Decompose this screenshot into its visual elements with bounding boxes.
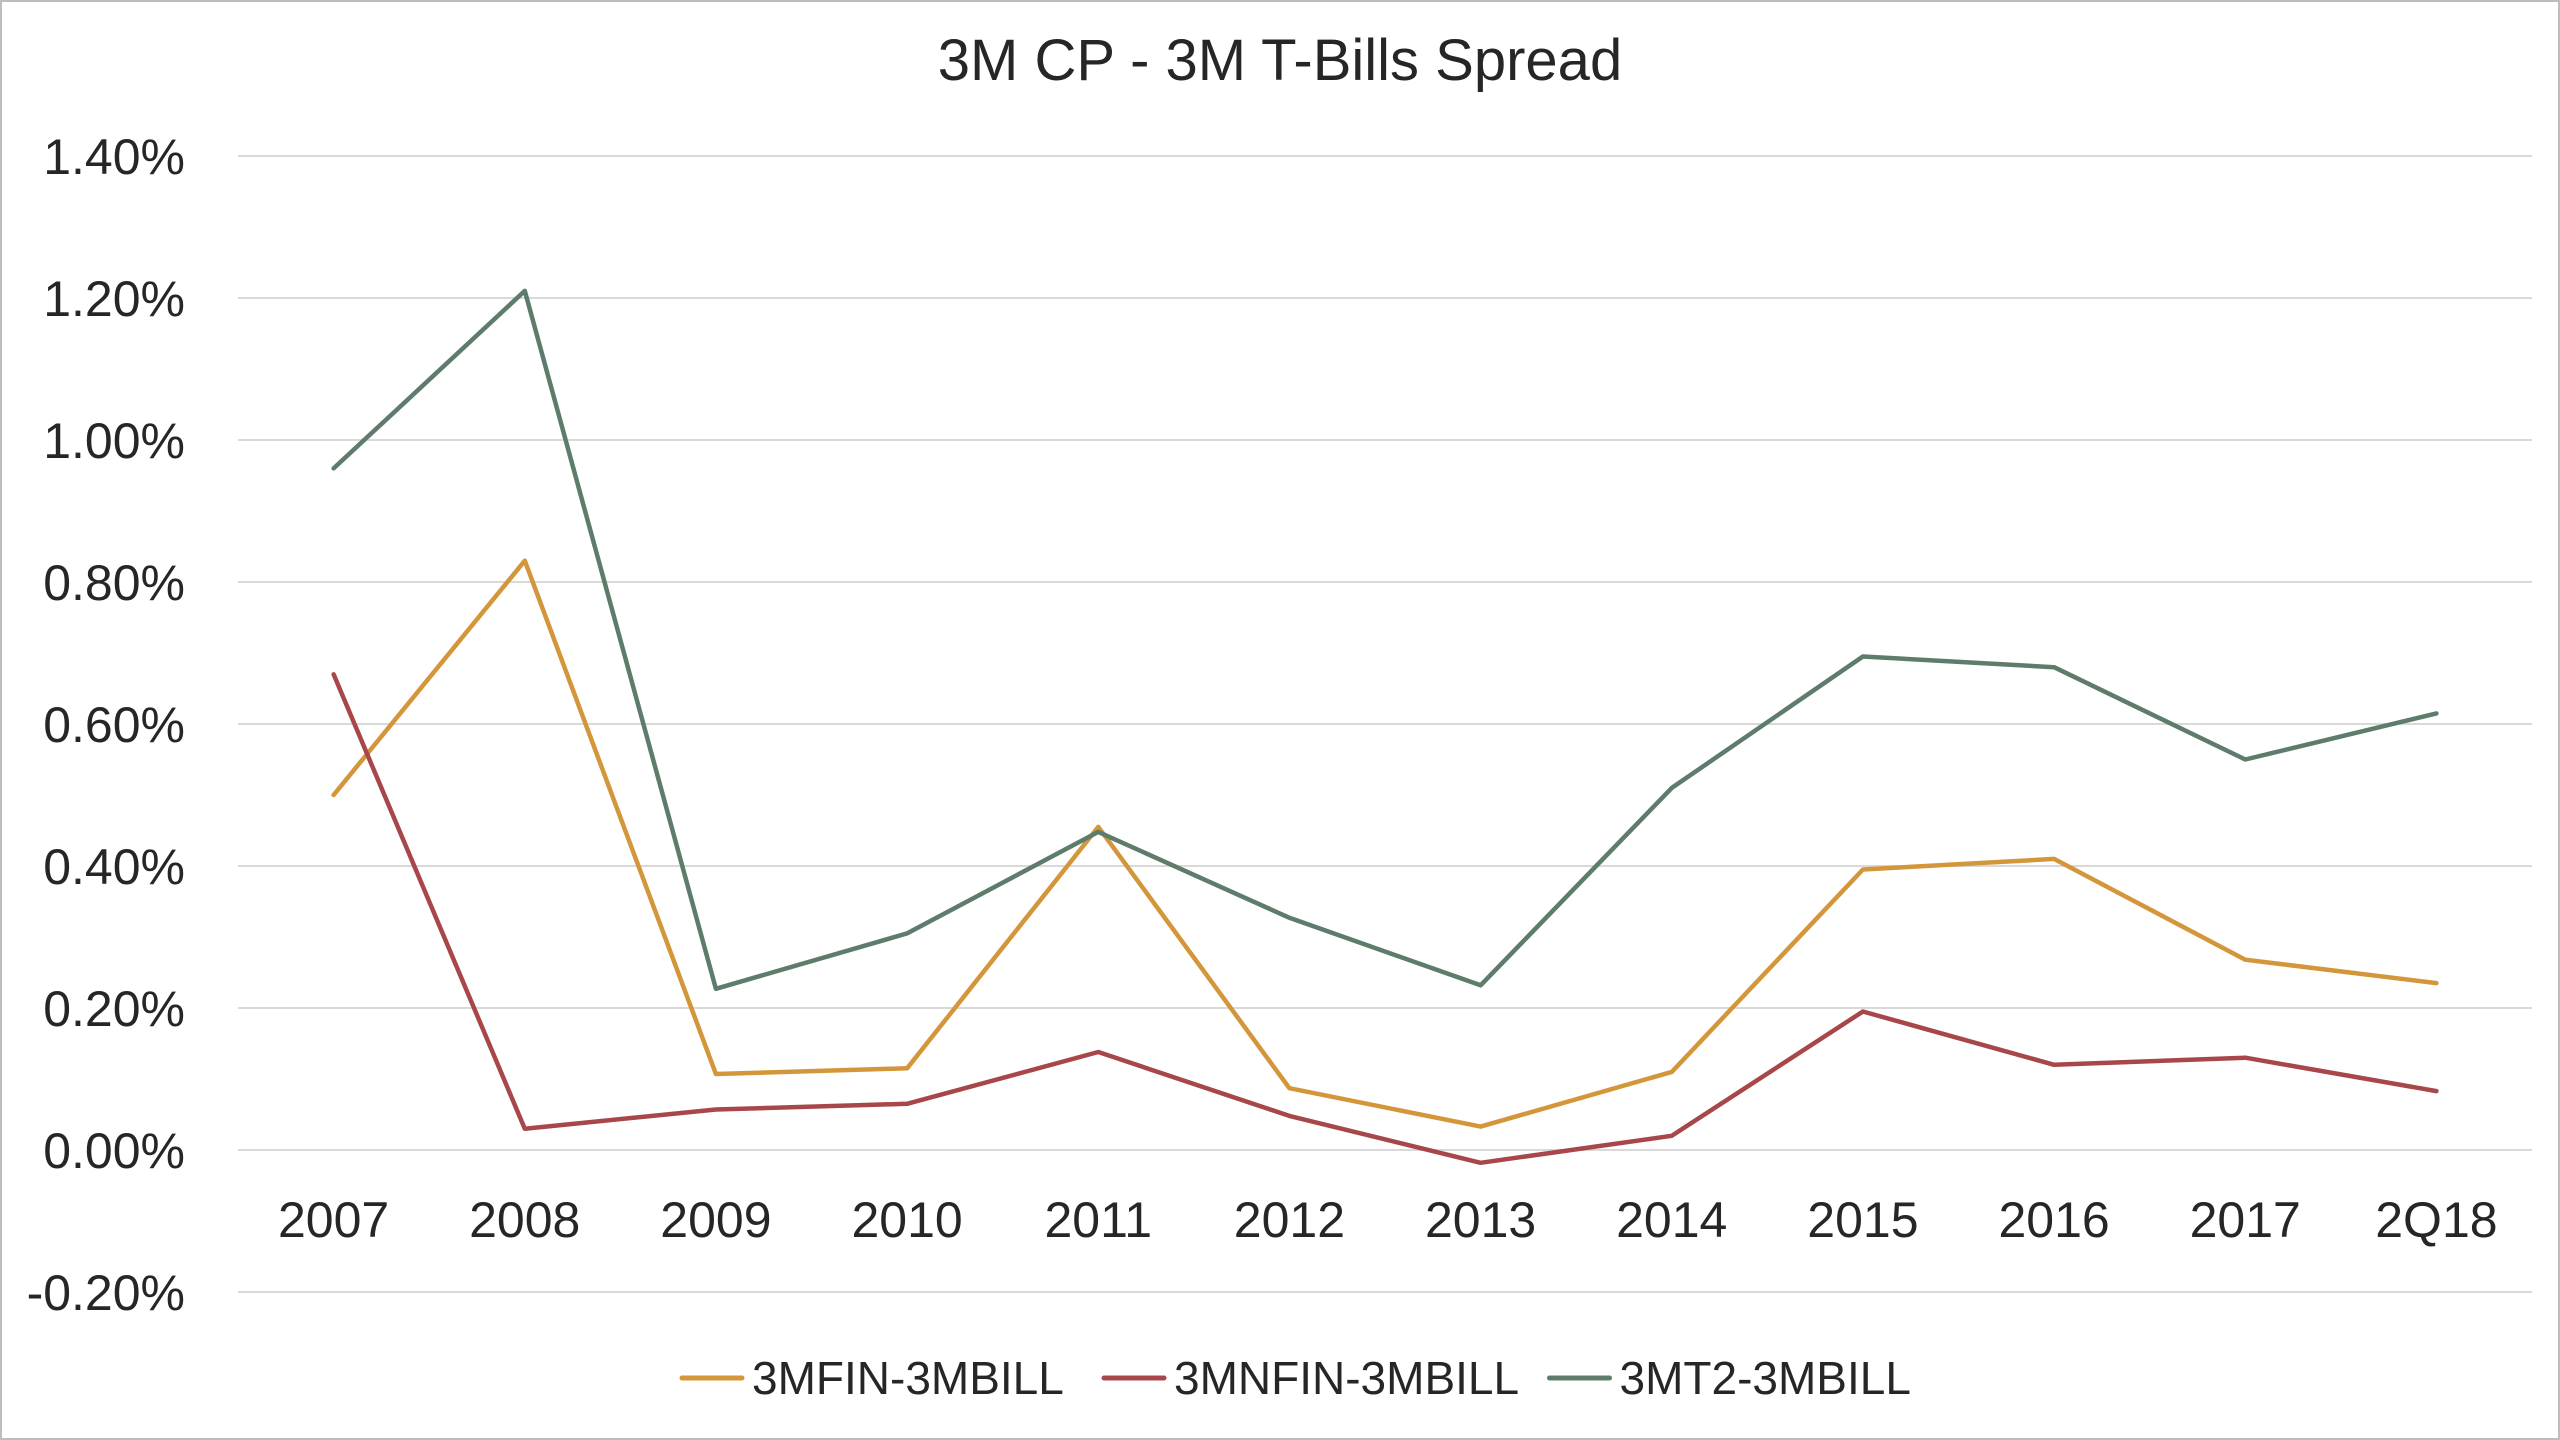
series-line-0: [331, 558, 2439, 1129]
chart-title: 3M CP - 3M T-Bills Spread: [938, 28, 1622, 93]
y-tick-label: 0.40%: [43, 839, 185, 895]
legend-label: 3MFIN-3MBILL: [752, 1352, 1064, 1404]
y-tick-label: 0.00%: [43, 1123, 185, 1179]
x-tick-label: 2008: [469, 1192, 580, 1248]
gridlines: [238, 155, 2532, 1293]
y-tick-label: -0.20%: [27, 1265, 185, 1321]
legend-label: 3MNFIN-3MBILL: [1174, 1352, 1519, 1404]
x-tick-label: 2Q18: [2375, 1192, 2497, 1248]
x-tick-label: 2017: [2190, 1192, 2301, 1248]
x-tick-label: 2015: [1807, 1192, 1918, 1248]
x-tick-label: 2010: [851, 1192, 962, 1248]
x-tick-label: 2007: [278, 1192, 389, 1248]
series-lines: [331, 288, 2439, 1166]
series-line-2: [331, 288, 2439, 992]
x-tick-label: 2014: [1616, 1192, 1727, 1248]
legend-label: 3MT2-3MBILL: [1620, 1352, 1911, 1404]
y-axis-ticks: 1.40% 1.20% 1.00% 0.80% 0.60% 0.40% 0.20% 0.00%…: [27, 129, 185, 1321]
x-axis-ticks: 2007 2008 2009 2010 2011 2012 2013 2014 2015 2016…: [278, 1192, 2498, 1248]
y-tick-label: 0.80%: [43, 555, 185, 611]
y-tick-label: 0.60%: [43, 697, 185, 753]
x-tick-label: 2016: [1998, 1192, 2109, 1248]
x-tick-label: 2013: [1425, 1192, 1536, 1248]
x-tick-label: 2011: [1044, 1192, 1152, 1248]
y-tick-label: 0.20%: [43, 981, 185, 1037]
x-tick-label: 2012: [1234, 1192, 1345, 1248]
series-line-1: [331, 672, 2439, 1166]
y-tick-label: 1.20%: [43, 271, 185, 327]
x-tick-label: 2009: [660, 1192, 771, 1248]
y-tick-label: 1.00%: [43, 413, 185, 469]
y-tick-label: 1.40%: [43, 129, 185, 185]
legend: 3MFIN-3MBILL 3MNFIN-3MBILL 3MT2-3MBILL: [679, 1352, 1911, 1404]
